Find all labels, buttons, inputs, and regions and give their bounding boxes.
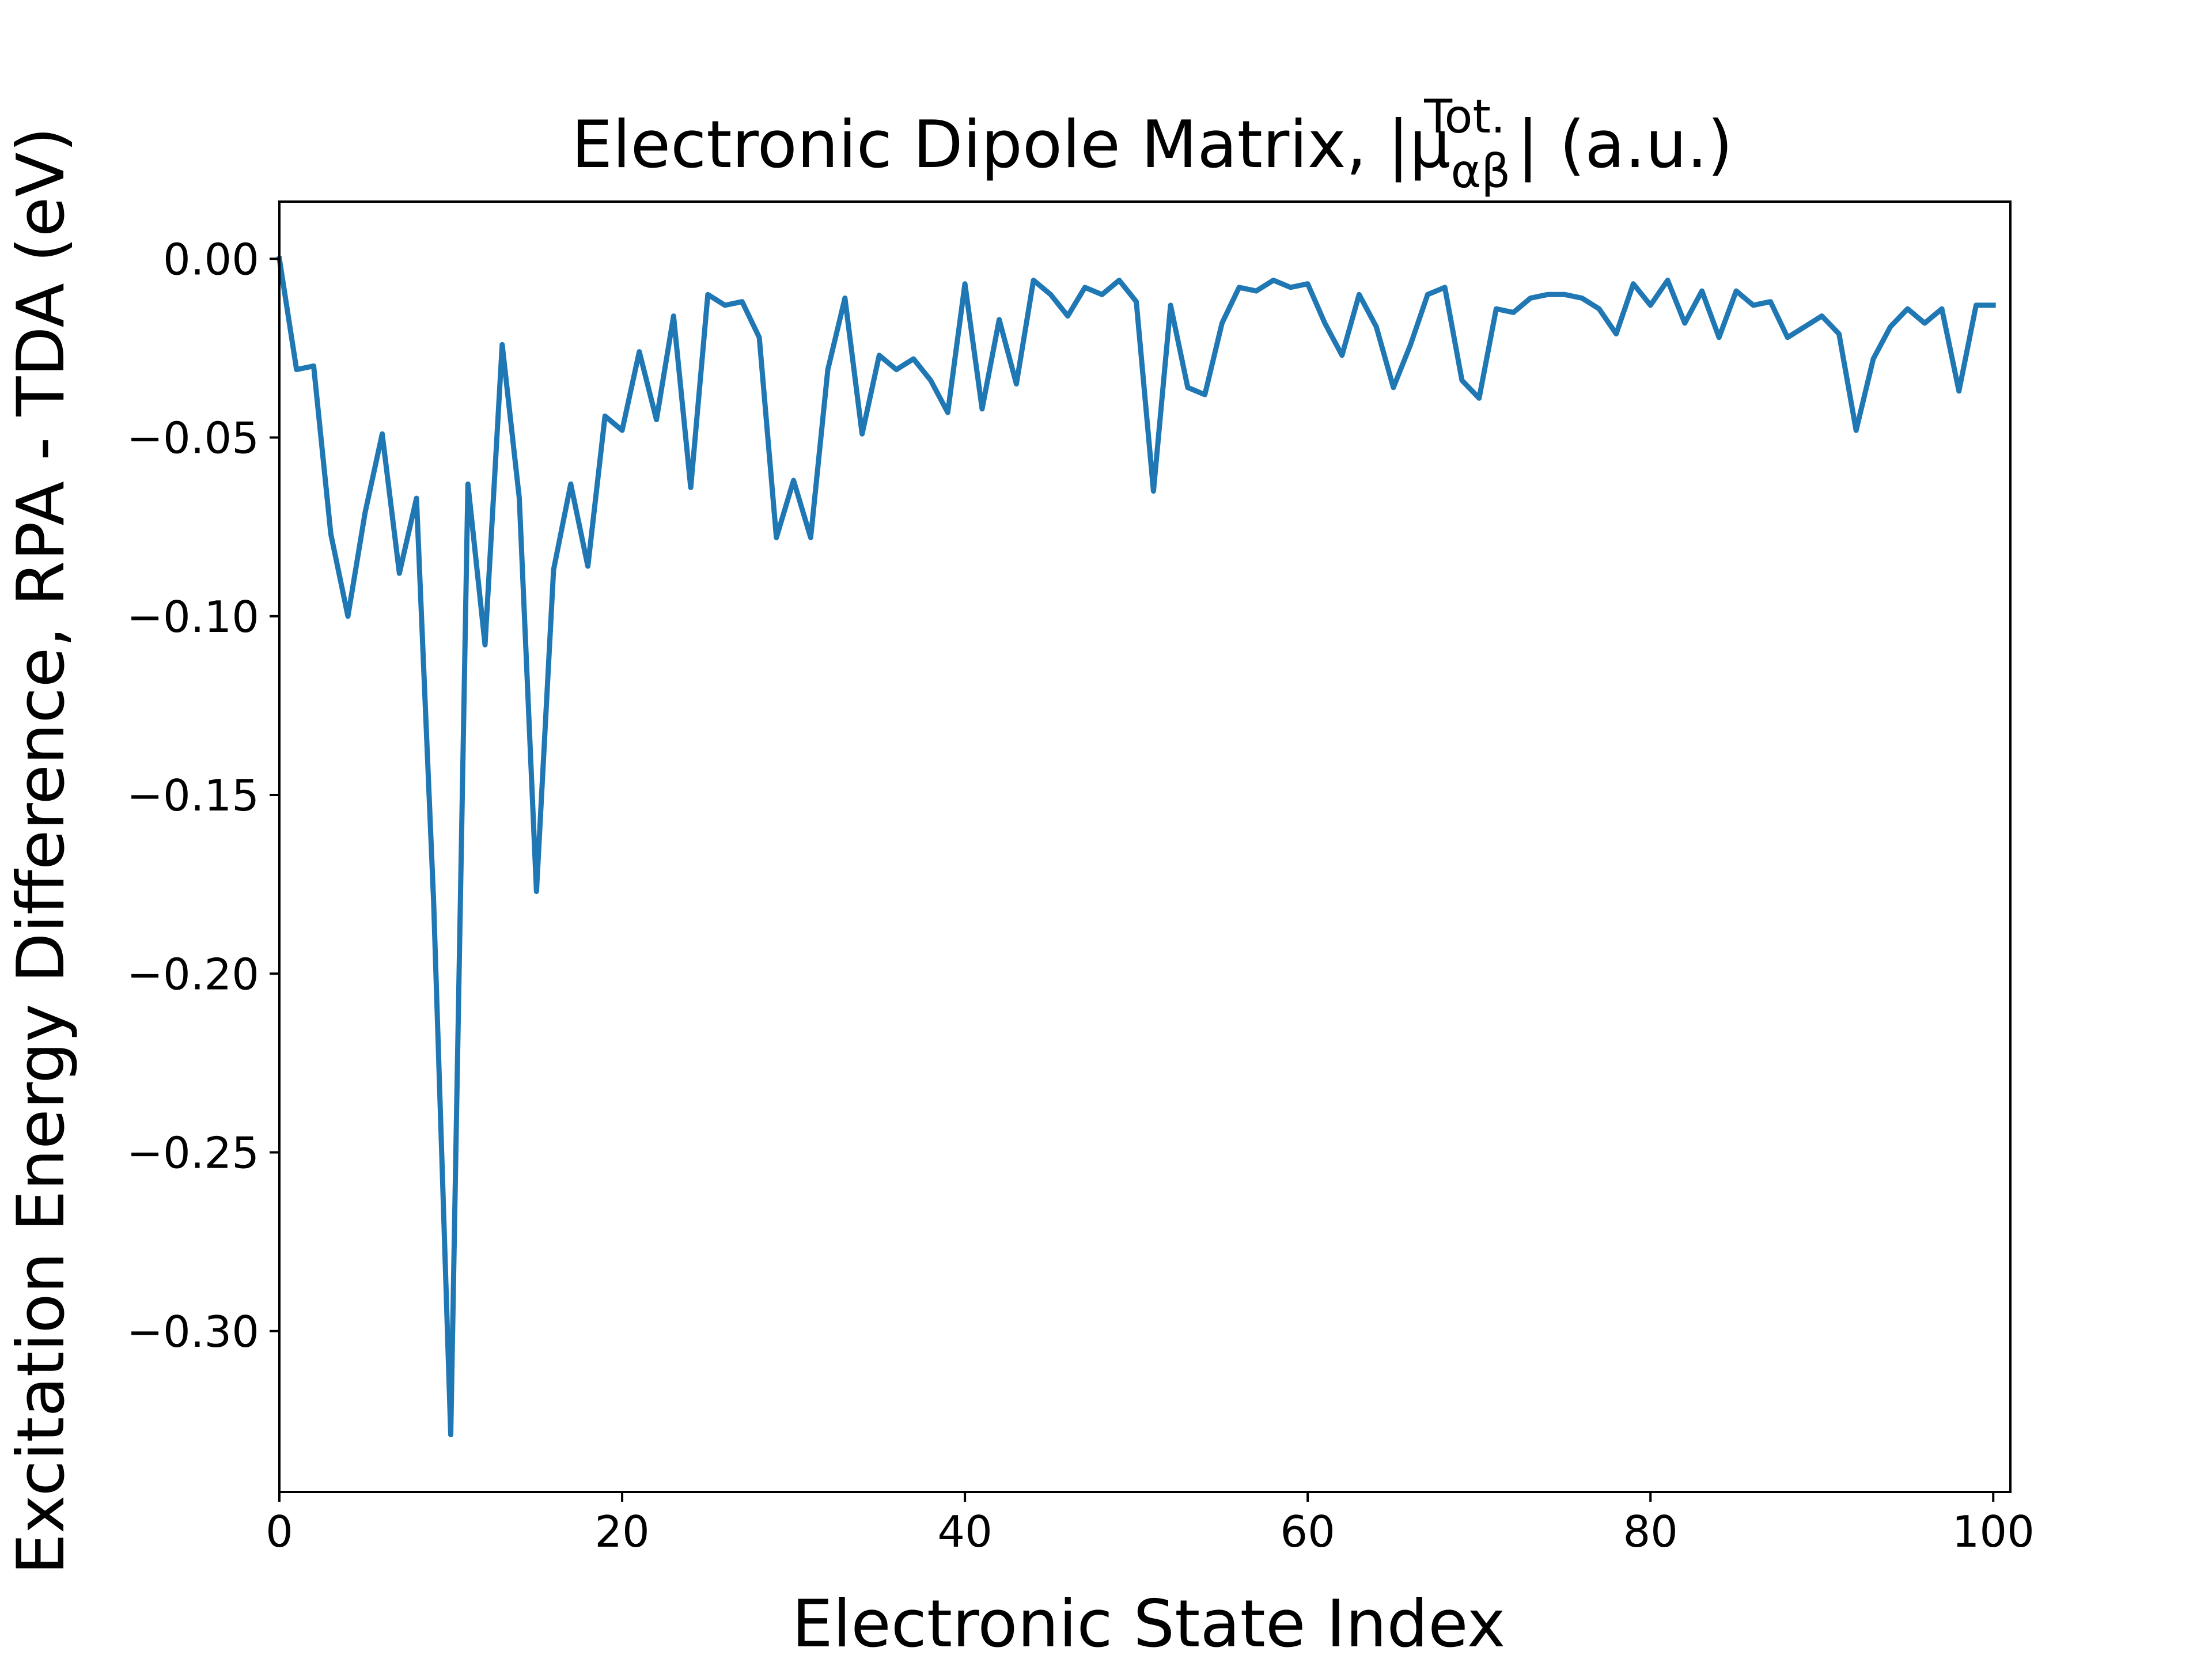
chart-title-tail: | (a.u.) [1517, 107, 1733, 183]
y-tick-label: −0.10 [127, 592, 259, 642]
chart-title-superscript: Tot. [1423, 90, 1505, 143]
x-tick-label: 60 [1280, 1506, 1335, 1557]
x-tick-label: 80 [1623, 1506, 1677, 1557]
x-tick-label: 40 [937, 1506, 992, 1557]
y-tick-label: 0.00 [163, 234, 259, 285]
y-tick-label: −0.30 [127, 1306, 259, 1357]
x-tick-label: 0 [266, 1506, 293, 1557]
x-tick-label: 20 [594, 1506, 649, 1557]
y-tick-label: −0.20 [127, 949, 259, 999]
y-tick-label: −0.15 [127, 770, 259, 821]
y-axis-label: Excitation Energy Difference, RPA - TDA … [3, 127, 79, 1574]
chart-title-subscript: αβ [1450, 145, 1510, 198]
chart-title: Electronic Dipole Matrix, |μαβTot. | (a.u… [571, 90, 1733, 198]
x-tick-label: 100 [1952, 1506, 2035, 1557]
chart-title-main: Electronic Dipole Matrix, |μ [571, 107, 1451, 183]
y-tick-label: −0.25 [127, 1128, 259, 1179]
x-axis-label: Electronic State Index [791, 1586, 1505, 1659]
y-tick-label: −0.05 [127, 413, 259, 464]
